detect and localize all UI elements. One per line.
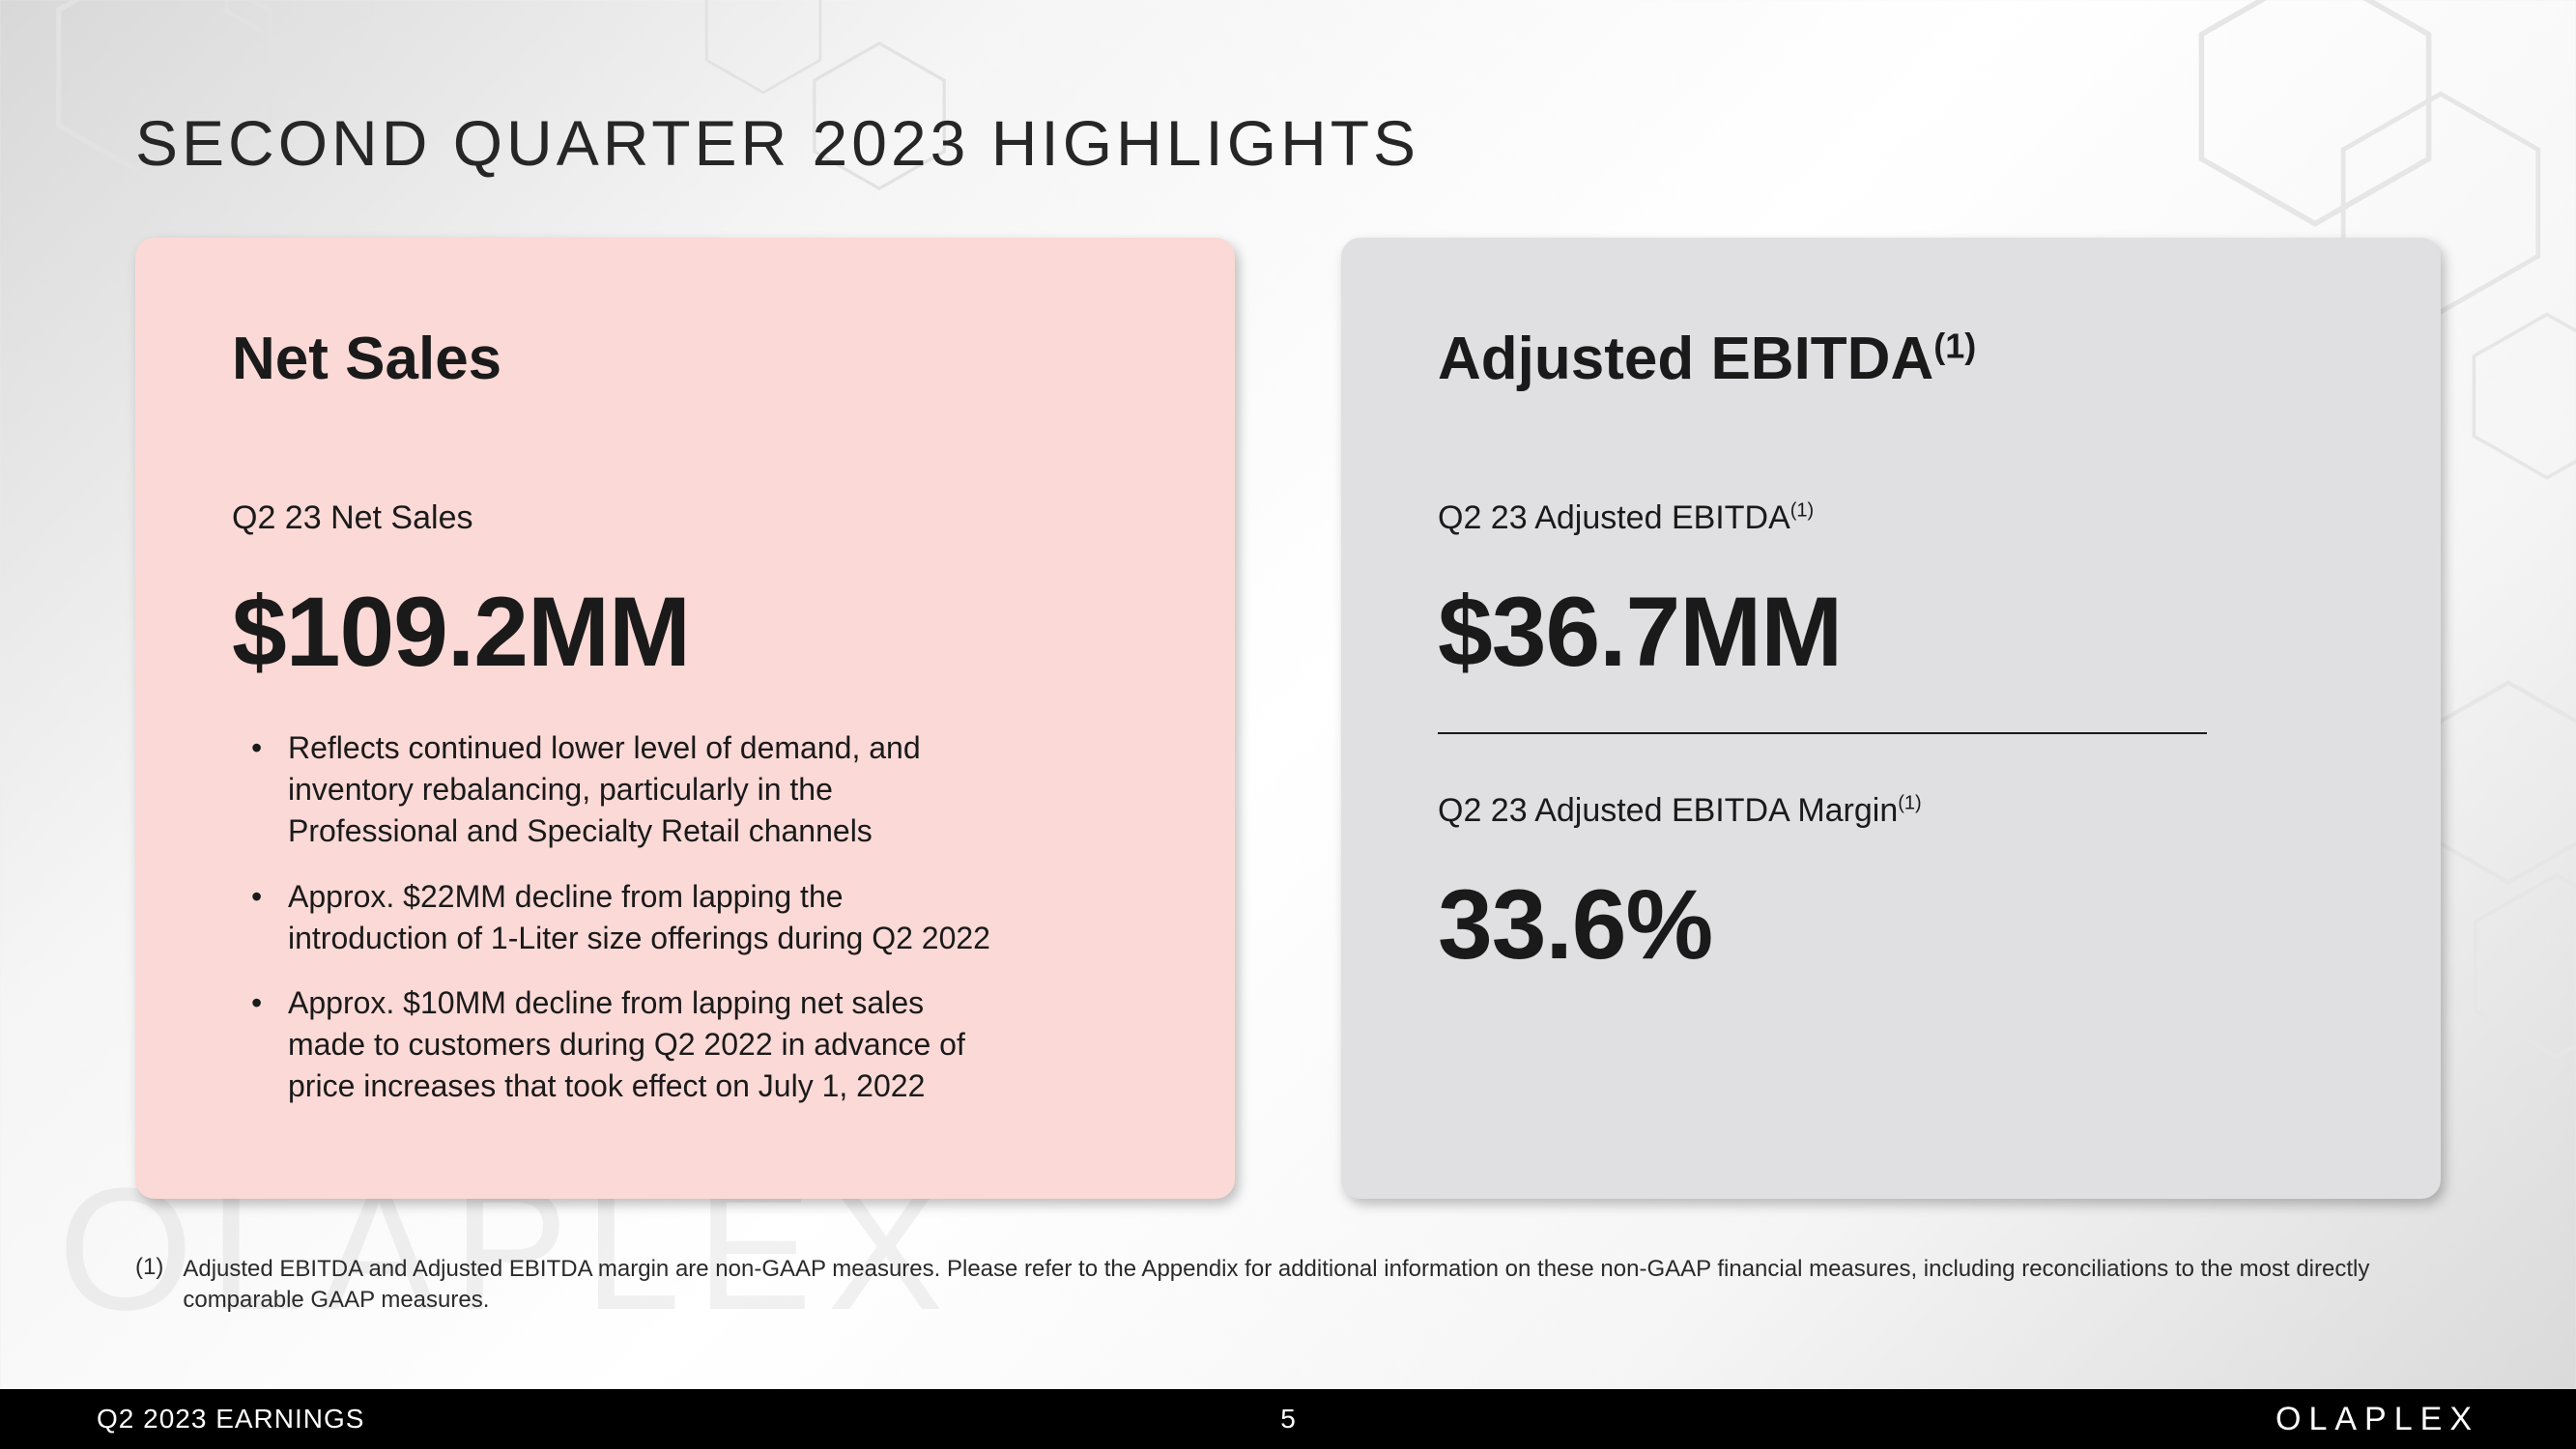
divider-line [1438,732,2207,734]
ebitda-margin-value: 33.6% [1438,868,2354,981]
page-title: SECOND QUARTER 2023 HIGHLIGHTS [135,106,2441,180]
ebitda-sublabel: Q2 23 Adjusted EBITDA(1) [1438,499,2354,537]
footer-left: Q2 2023 EARNINGS [97,1404,364,1435]
card-heading-ebitda: Adjusted EBITDA(1) [1438,325,2354,393]
cards-row: Net Sales Q2 23 Net Sales $109.2MM Refle… [135,238,2441,1199]
card-adjusted-ebitda: Adjusted EBITDA(1) Q2 23 Adjusted EBITDA… [1341,238,2441,1199]
net-sales-sublabel: Q2 23 Net Sales [232,499,1148,537]
net-sales-value: $109.2MM [232,576,1148,689]
footer-brand: OLAPLEX [2275,1401,2479,1438]
footnote-text: Adjusted EBITDA and Adjusted EBITDA marg… [183,1254,2441,1317]
footnote-number: (1) [135,1254,163,1317]
net-sales-bullets: Reflects continued lower level of demand… [232,727,1148,1108]
ebitda-margin-sublabel: Q2 23 Adjusted EBITDA Margin(1) [1438,792,2354,830]
footer-page-number: 5 [1280,1404,1296,1435]
footnote: (1) Adjusted EBITDA and Adjusted EBITDA … [135,1254,2441,1317]
bullet-item: Reflects continued lower level of demand… [251,727,1005,853]
footer-bar: Q2 2023 EARNINGS 5 OLAPLEX [0,1389,2576,1449]
card-heading-net-sales: Net Sales [232,325,1148,393]
card-net-sales: Net Sales Q2 23 Net Sales $109.2MM Refle… [135,238,1235,1199]
bullet-item: Approx. $22MM decline from lapping the i… [251,876,1005,959]
bullet-item: Approx. $10MM decline from lapping net s… [251,982,1005,1108]
ebitda-value: $36.7MM [1438,576,2354,689]
